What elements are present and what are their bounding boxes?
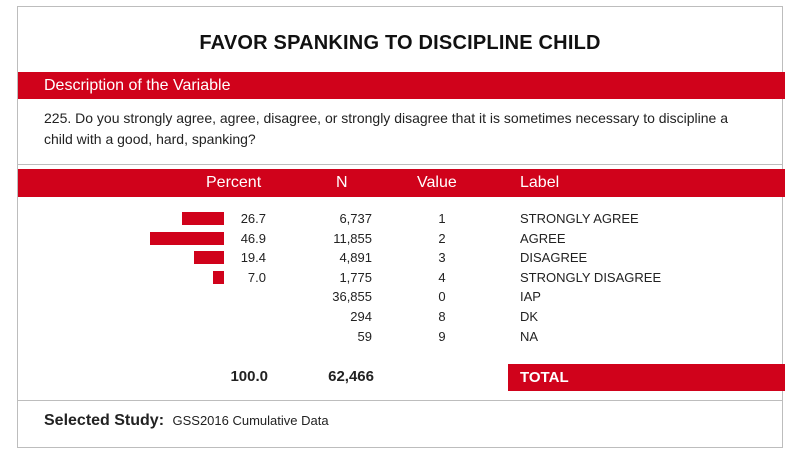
n-cell: 1,775 <box>339 269 372 285</box>
total-label: TOTAL <box>520 369 569 386</box>
total-bar: TOTAL <box>508 364 785 391</box>
divider <box>18 400 782 401</box>
label-cell: DK <box>520 308 539 324</box>
n-cell: 36,855 <box>332 289 372 305</box>
percent-bar <box>193 251 224 265</box>
value-cell: 9 <box>438 328 446 344</box>
column-header-value: Value <box>417 174 457 191</box>
value-cell: 8 <box>438 308 446 324</box>
total-percent: 100.0 <box>230 368 268 385</box>
table-row: 19.4 4,891 3 DISAGREE <box>18 248 782 268</box>
n-cell: 294 <box>350 308 372 324</box>
value-cell: 0 <box>438 289 446 305</box>
column-header-label: Label <box>520 174 560 191</box>
column-header-percent: Percent <box>206 174 262 191</box>
table-row: 294 8 DK <box>18 307 782 327</box>
table-header: Percent N Value Label <box>18 169 785 197</box>
label-cell: STRONGLY AGREE <box>520 211 639 226</box>
divider <box>18 164 782 165</box>
percent-bar <box>213 270 224 284</box>
percent-bar <box>150 231 224 245</box>
question-text: 225. Do you strongly agree, agree, disag… <box>44 110 729 147</box>
value-cell: 4 <box>438 269 446 285</box>
n-cell: 6,737 <box>339 211 372 226</box>
column-header-n: N <box>336 174 348 191</box>
table-row: 36,855 0 IAP <box>18 287 782 307</box>
description-heading: Description of the Variable <box>44 77 231 94</box>
table-row: 26.7 6,737 1 STRONGLY AGREE <box>18 209 782 229</box>
total-n: 62,466 <box>328 368 374 385</box>
label-cell: AGREE <box>520 230 566 246</box>
frequency-table: 26.7 6,737 1 STRONGLY AGREE 46.9 11,855 … <box>18 209 782 346</box>
value-cell: 3 <box>438 250 446 266</box>
value-cell: 1 <box>438 211 446 226</box>
label-cell: NA <box>520 328 539 344</box>
percent-cell: 19.4 <box>240 250 266 266</box>
label-cell: DISAGREE <box>520 250 588 266</box>
percent-bar <box>182 212 224 225</box>
variable-card: FAVOR SPANKING TO DISCIPLINE CHILD Descr… <box>17 6 785 448</box>
label-cell: STRONGLY DISAGREE <box>520 269 662 285</box>
n-cell: 59 <box>357 328 372 344</box>
selected-study-value: GSS2016 Cumulative Data <box>172 413 329 428</box>
page-title: FAVOR SPANKING TO DISCIPLINE CHILD <box>199 32 601 54</box>
table-row: 7.0 1,775 4 STRONGLY DISAGREE <box>18 268 782 288</box>
percent-cell: 26.7 <box>240 211 266 226</box>
percent-cell: 7.0 <box>247 269 266 285</box>
description-header-bar: Description of the Variable <box>18 72 785 99</box>
selected-study: Selected Study: GSS2016 Cumulative Data <box>44 410 329 432</box>
table-row: 46.9 11,855 2 AGREE <box>18 229 782 249</box>
percent-cell: 46.9 <box>240 230 266 246</box>
n-cell: 4,891 <box>339 250 372 266</box>
label-cell: IAP <box>520 289 541 305</box>
table-row: 59 9 NA <box>18 327 782 347</box>
n-cell: 11,855 <box>333 230 372 246</box>
value-cell: 2 <box>438 230 446 246</box>
selected-study-key: Selected Study: <box>44 412 165 429</box>
